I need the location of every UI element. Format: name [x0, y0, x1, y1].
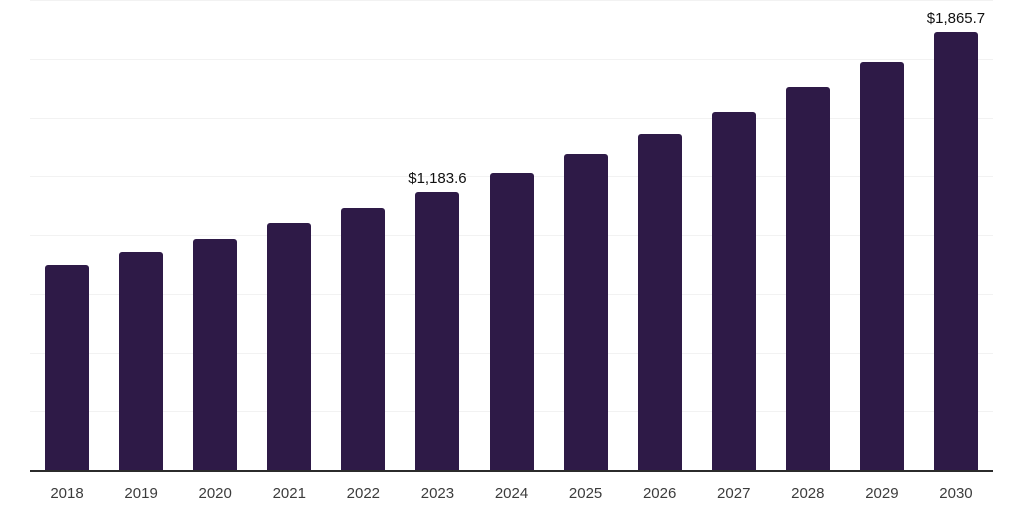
x-tick-label-2023: 2023	[420, 485, 455, 502]
bar-2024	[489, 173, 534, 470]
bar-2025	[563, 154, 608, 470]
x-tick-label-2026: 2026	[642, 485, 677, 502]
x-tick-label-2027: 2027	[717, 485, 751, 502]
x-tick-label-2021: 2021	[272, 485, 306, 502]
x-tick-label-2028: 2028	[791, 485, 825, 502]
bar-value-label-2023: $1,183.6	[408, 169, 467, 187]
bar-2028	[785, 86, 830, 470]
bar-2020	[193, 238, 238, 470]
x-axis-line	[30, 470, 993, 472]
x-tick-label-2020: 2020	[198, 485, 232, 502]
bar-2021	[267, 222, 312, 470]
x-tick-label-2024: 2024	[494, 485, 529, 502]
bar-2022	[341, 208, 386, 470]
bar-2027	[711, 111, 756, 470]
gridline-1750	[30, 58, 993, 60]
bar-2018	[45, 264, 90, 470]
x-axis-labels: 2018 2019 2020 2021 2022 2023 2024 2025 2026 2027…	[30, 483, 993, 505]
x-tick-label-2025: 2025	[568, 485, 603, 502]
gridline-2000	[30, 0, 993, 1]
bar-2019	[119, 251, 164, 470]
x-tick-label-2030: 2030	[939, 485, 973, 502]
x-tick-label-2019: 2019	[124, 485, 158, 502]
bar-2030	[933, 31, 978, 470]
x-tick-label-2029: 2029	[865, 485, 899, 502]
x-tick-label-2022: 2022	[346, 485, 381, 502]
bar-value-label-2030: $1,865.7	[926, 9, 986, 27]
gridline-1500	[30, 117, 993, 119]
x-tick-label-2018: 2018	[50, 485, 84, 502]
bar-2023	[415, 191, 460, 470]
bar-2029	[859, 61, 904, 470]
bar-2026	[637, 134, 682, 470]
plot-area: $1,183.6 $1,865.7	[30, 0, 993, 472]
